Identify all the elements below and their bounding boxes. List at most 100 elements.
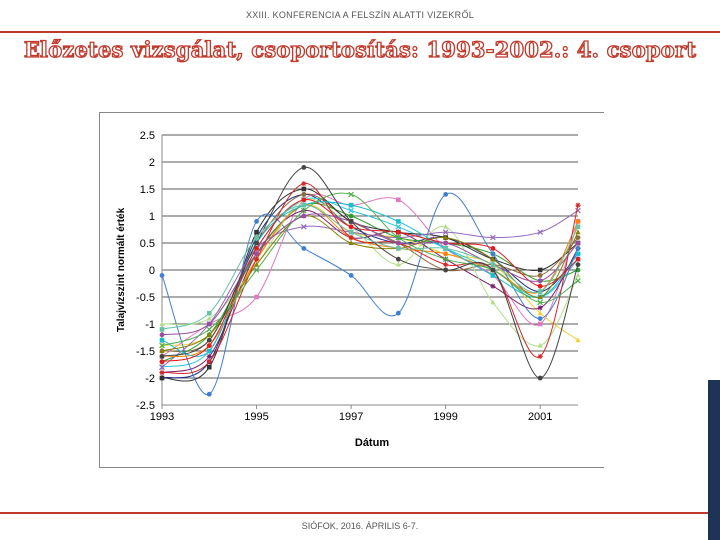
- data-point: [537, 229, 544, 236]
- data-point: [206, 359, 212, 365]
- series-20: [159, 202, 581, 332]
- data-point: [254, 246, 259, 251]
- data-point: [575, 272, 581, 278]
- data-point: [490, 273, 496, 278]
- data-point: [490, 234, 496, 241]
- series-group: [159, 165, 581, 397]
- data-point: [348, 191, 354, 198]
- series-line: [161, 204, 579, 330]
- data-point: [253, 261, 260, 267]
- data-point: [490, 267, 496, 273]
- series-line: [161, 201, 579, 357]
- series-9: [159, 192, 581, 397]
- series-19: [159, 165, 581, 381]
- series-line: [161, 210, 579, 374]
- data-point: [575, 337, 581, 343]
- data-point: [395, 229, 401, 235]
- y-tick-label: -1.5: [136, 346, 155, 358]
- series-line: [161, 183, 579, 375]
- data-point: [537, 278, 543, 284]
- series-line: [161, 166, 579, 379]
- data-point: [443, 267, 449, 273]
- data-point: [537, 273, 543, 278]
- data-point: [206, 348, 212, 354]
- data-point: [537, 305, 543, 311]
- data-point: [575, 219, 581, 224]
- data-point: [395, 223, 402, 230]
- data-point: [443, 262, 449, 268]
- data-point: [206, 321, 212, 327]
- data-point: [442, 256, 449, 263]
- data-point: [575, 277, 581, 284]
- data-point: [159, 273, 165, 278]
- data-point: [537, 310, 543, 316]
- data-point: [537, 375, 543, 381]
- data-point: [301, 181, 307, 187]
- data-point: [537, 342, 543, 348]
- data-point: [159, 364, 165, 371]
- y-tick-labels: -2.5 -2 -1.5 -1 -0.5 0 0.5 1 1.5 2 2.5: [136, 130, 155, 412]
- series-5: [159, 208, 581, 376]
- series-line: [161, 213, 579, 336]
- data-point: [300, 207, 307, 214]
- data-point: [206, 310, 212, 316]
- series-line: [161, 198, 579, 347]
- data-point: [348, 240, 354, 245]
- y-axis-label: Talajvízszint normált érték: [116, 207, 127, 332]
- data-point: [254, 240, 259, 246]
- data-point: [490, 299, 496, 305]
- data-point: [301, 246, 307, 251]
- data-point: [254, 219, 259, 224]
- series-line: [161, 193, 579, 357]
- y-tick-label: -0.5: [136, 292, 155, 304]
- data-point: [301, 197, 307, 203]
- data-point: [301, 186, 307, 192]
- data-point: [490, 283, 496, 289]
- data-point: [395, 234, 402, 241]
- data-point: [443, 246, 448, 251]
- data-point: [348, 224, 354, 230]
- data-point: [301, 213, 307, 219]
- bottom-divider: [0, 512, 720, 514]
- y-tick-label: 2.5: [140, 130, 155, 142]
- data-point: [206, 391, 212, 397]
- data-point: [490, 246, 496, 251]
- data-point: [159, 327, 165, 332]
- data-point: [395, 240, 401, 246]
- data-point: [348, 213, 354, 219]
- data-point: [301, 202, 307, 208]
- x-axis-label: Dátum: [355, 437, 389, 449]
- y-tick-label: 1: [149, 211, 155, 223]
- data-point: [575, 246, 581, 251]
- data-point: [348, 273, 354, 278]
- data-point: [395, 256, 401, 262]
- series-line: [161, 192, 579, 347]
- y-tick-label: -2: [145, 373, 155, 385]
- data-point: [254, 229, 259, 235]
- data-point: [575, 224, 581, 230]
- data-point: [159, 348, 165, 353]
- conference-title: XXIII. KONFERENCIA A FELSZÍN ALATTI VIZE…: [245, 10, 475, 20]
- data-point: [537, 267, 543, 273]
- data-point: [206, 337, 212, 343]
- series-17: [159, 191, 581, 349]
- y-tick-label: 2: [149, 157, 155, 169]
- y-tick-label: 0.5: [140, 238, 155, 250]
- data-point: [206, 364, 212, 370]
- data-point: [348, 235, 354, 241]
- data-point: [537, 294, 543, 299]
- data-point: [159, 354, 165, 359]
- data-point: [443, 240, 449, 246]
- data-point: [575, 262, 581, 267]
- data-point: [159, 375, 165, 381]
- data-point: [159, 370, 165, 376]
- slide-title: Előzetes vizsgálat, csoportosítás: 1993-…: [23, 36, 697, 62]
- data-point: [490, 262, 496, 267]
- x-tick-label: 1997: [339, 411, 363, 423]
- data-point: [396, 246, 401, 251]
- data-point: [575, 202, 581, 208]
- x-tick-label: 2001: [528, 411, 552, 423]
- data-point: [253, 256, 260, 262]
- data-point: [575, 256, 581, 262]
- chart-frame: -2.5 -2 -1.5 -1 -0.5 0 0.5 1 1.5 2 2.5 1993 1995 199…: [99, 112, 604, 468]
